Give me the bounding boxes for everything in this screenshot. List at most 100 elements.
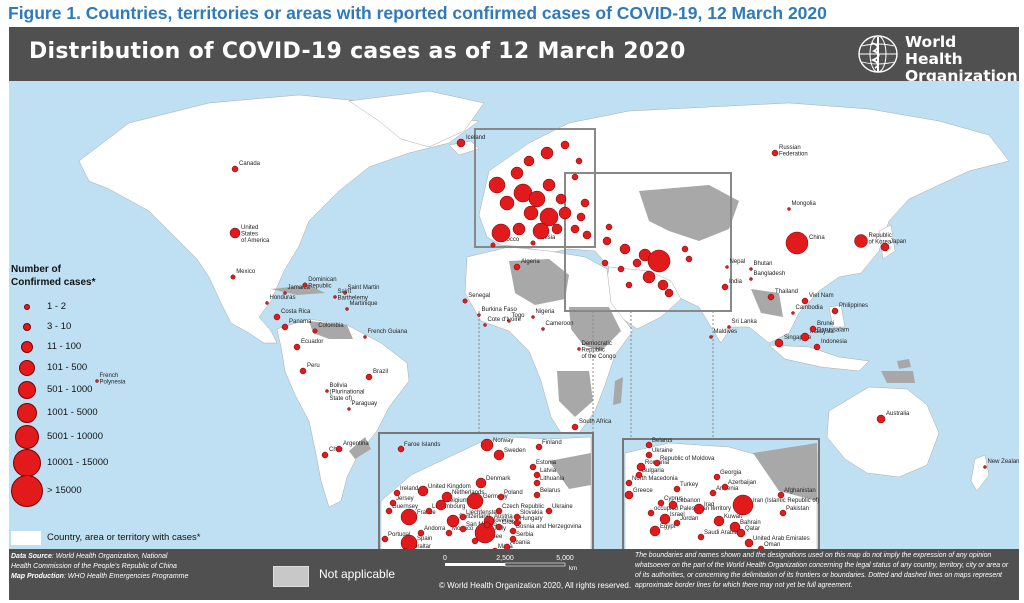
europe-inset-label-jersey: Jersey	[396, 496, 414, 502]
middle-east-inset-label-afghanistan: Afghanistan	[784, 488, 816, 494]
europe-inset-marker-faroe-islands	[397, 445, 405, 453]
europe-inset-marker-czech-republic	[495, 507, 503, 515]
case-marker-saint-barthelemy	[333, 295, 337, 299]
case-marker-senegal	[462, 298, 468, 304]
middle-east-inset-label-lebanon: Lebanon	[677, 498, 700, 504]
middle-east-inset-label-azerbaijan: Azerbaijan	[728, 480, 756, 486]
country-label-maldives: Maldives	[714, 329, 738, 335]
middle-east-inset-marker-bulgaria	[635, 471, 643, 479]
middle-east-inset-label-iraq: Iraq	[704, 502, 714, 508]
middle-east-inset-marker-turkey	[673, 485, 681, 493]
europe-cluster-marker-13	[576, 212, 586, 222]
scale-unit: km	[569, 566, 577, 572]
country-label-brunei-darussalam: Brunei Darussalam	[817, 321, 849, 334]
europe-cluster-marker-16	[532, 222, 550, 240]
europe-inset-label-albania: Albania	[510, 540, 531, 546]
middle-east-cluster-marker-7	[664, 288, 674, 298]
legend-item-8: > 15000	[9, 475, 179, 507]
country-label-new-zealand: New Zealand	[988, 459, 1020, 465]
scale-tick-2500: 2,500	[496, 555, 514, 562]
europe-inset-label-lithuania: Lithuania	[540, 476, 565, 482]
not-applicable-swatch	[273, 566, 309, 587]
land-uruguay-na	[349, 437, 371, 459]
europe-inset-marker-liechtenstein	[459, 513, 467, 521]
who-name-line2: Organization	[905, 67, 1018, 85]
europe-cluster-marker-3	[540, 146, 554, 160]
data-source-line2: Health Commission of the People's Republ…	[11, 563, 177, 570]
middle-east-inset-marker-cyprus	[657, 499, 665, 507]
legend-label-4: 501 - 1000	[47, 384, 93, 395]
europe-inset-label-finland: Finland	[542, 440, 562, 446]
case-marker-nepal	[725, 265, 729, 269]
country-label-cote-d-ivoire: Cote d'Ivoire	[488, 317, 522, 323]
country-label-panama: Panama	[289, 319, 312, 325]
country-label-bangladesh: Bangladesh	[754, 271, 786, 277]
middle-east-cluster-marker-13	[605, 223, 613, 231]
case-marker-french-polynesia	[95, 379, 99, 383]
case-marker-dominican-republic	[302, 282, 308, 288]
europe-cluster-marker-1	[510, 166, 524, 180]
case-marker-china	[785, 231, 809, 255]
legend-label-7: 10001 - 15000	[47, 457, 109, 468]
case-marker-togo	[507, 319, 511, 323]
europe-inset-marker-denmark	[475, 477, 487, 489]
middle-east-inset-marker-kuwait	[713, 515, 725, 527]
middle-east-cluster-marker-11	[681, 245, 689, 253]
legend-item-5: 1001 - 5000	[9, 403, 179, 423]
country-label-mongolia: Mongolia	[792, 201, 817, 207]
case-marker-united-states-of-america	[229, 227, 241, 239]
case-marker-cameroon	[541, 327, 545, 331]
map-production: Map Production: WHO Health Emergencies P…	[11, 572, 188, 582]
middle-east-inset-marker-israel	[659, 513, 671, 525]
country-label-nepal: Nepal	[730, 259, 746, 265]
legend-marker-8	[11, 475, 43, 507]
legend-label-2: 11 - 100	[47, 341, 82, 352]
case-marker-indonesia	[813, 343, 821, 351]
europe-inset-label-latvia: Latvia	[540, 468, 557, 474]
country-label-colombia: Colombia	[318, 323, 344, 329]
case-marker-maldives	[709, 335, 713, 339]
legend-title: Number of Confirmed cases*	[11, 263, 95, 289]
europe-inset-label-poland: Poland	[504, 490, 523, 496]
legend-marker-1	[23, 323, 31, 331]
case-marker-costa-rica	[273, 313, 281, 321]
europe-cluster-marker-21	[575, 157, 583, 165]
middle-east-inset-marker-pakistan	[779, 509, 787, 517]
europe-inset-label-austria: Austria	[494, 514, 513, 520]
middle-east-inset-marker-belarus	[645, 441, 653, 449]
data-source: Data Source: World Health Organization, …	[11, 552, 167, 562]
europe-inset-marker-hungary	[513, 519, 521, 527]
case-marker-south-africa	[571, 423, 579, 431]
country-label-brazil: Brazil	[373, 369, 388, 375]
legend-marker-6	[15, 425, 39, 449]
data-source-text: : World Health Organization, National	[51, 553, 168, 560]
case-marker-algeria	[513, 263, 521, 271]
legend-marker-4	[18, 381, 36, 399]
case-marker-russian-federation	[771, 149, 779, 157]
case-marker-singapore	[774, 338, 784, 348]
europe-inset-label-faroe-islands: Faroe Islands	[404, 442, 440, 448]
europe-inset-label-germany: Germany	[483, 494, 508, 500]
europe-inset-label-portugal: Portugal	[388, 532, 410, 538]
case-marker-philippines	[831, 307, 839, 315]
disclaimer: The boundaries and names shown and the d…	[635, 552, 1009, 589]
legend-title-line1: Number of	[11, 264, 61, 275]
not-applicable-label: Not applicable	[319, 567, 396, 581]
middle-east-inset-label-belarus: Belarus	[652, 438, 672, 444]
legend-label-6: 5001 - 10000	[47, 431, 103, 442]
europe-inset-label-netherlands: Netherlands	[452, 490, 484, 496]
case-marker-morocco	[490, 242, 496, 248]
middle-east-inset-markers	[624, 441, 787, 549]
europe-inset-marker-latvia	[533, 471, 541, 479]
europe-inset-label-andorra: Andorra	[424, 526, 446, 532]
europe-inset-marker-estonia	[529, 463, 537, 471]
case-marker-panama	[281, 323, 289, 331]
middle-east-cluster-marker-4	[632, 258, 642, 268]
europe-inset-marker-germany	[466, 492, 484, 510]
scale-bar: 0 2,500 5,000 km	[443, 555, 577, 572]
europe-inset-label-sweden: Sweden	[504, 448, 526, 454]
middle-east-inset-label-iran-islamic-republic-of: Iran (Islamic Republic of)	[753, 498, 819, 504]
copyright: © World Health Organization 2020, All ri…	[439, 581, 632, 590]
country-label-martinique: Martinique	[350, 301, 379, 307]
country-label-south-africa: South Africa	[579, 419, 612, 425]
